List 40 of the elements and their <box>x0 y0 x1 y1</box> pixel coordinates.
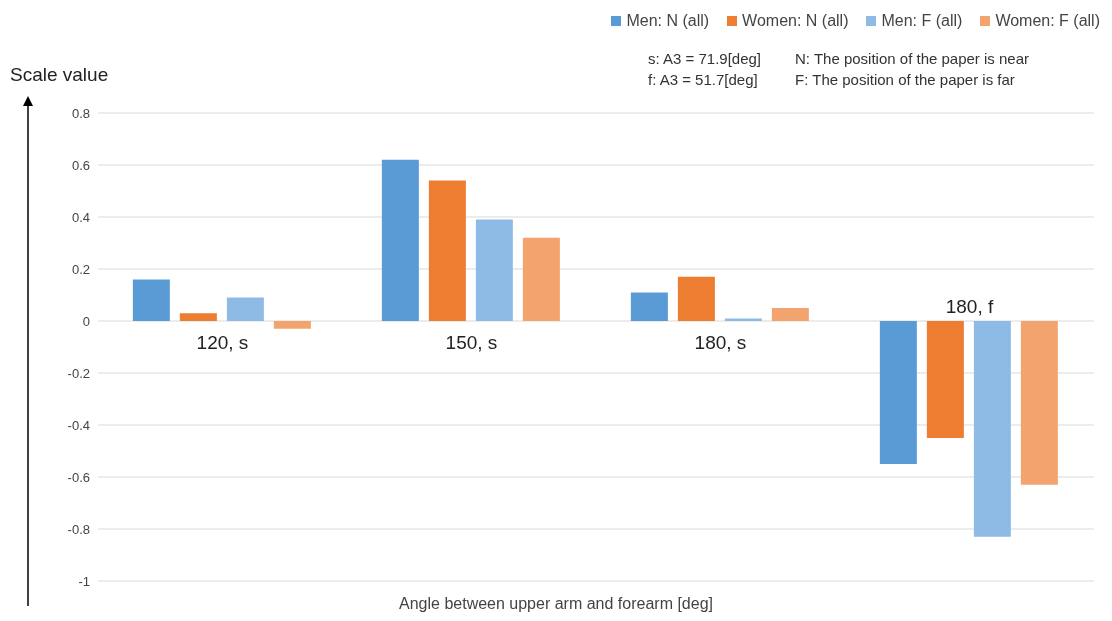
bar <box>724 318 762 321</box>
bar <box>973 321 1011 537</box>
y-tick-label: -0.6 <box>67 469 90 485</box>
bar <box>677 276 715 321</box>
bar <box>771 308 809 321</box>
bar <box>428 180 466 321</box>
legend-label: Men: F (all) <box>881 12 963 30</box>
x-tick-label: 120, s <box>196 332 249 353</box>
y-tick-label: 0.8 <box>71 105 90 121</box>
bar <box>522 237 560 321</box>
bar <box>926 321 964 438</box>
text: F: The position of the paper is far <box>795 71 1016 88</box>
bar <box>879 321 917 464</box>
y-tick-label: 0.2 <box>71 261 90 277</box>
y-axis-title: Scale value <box>10 64 109 86</box>
x-tick-label: 180, s <box>694 332 747 353</box>
y-tick-label: 0.6 <box>71 157 90 173</box>
y-tick-label: -0.4 <box>67 417 90 433</box>
text: N: The position of the paper is near <box>795 50 1030 67</box>
x-tick-label: 150, s <box>445 332 498 353</box>
bar <box>381 159 419 321</box>
y-tick-label: 0 <box>82 313 90 329</box>
x-tick-label: 180, f <box>945 296 994 317</box>
y-tick-label: 0.4 <box>71 209 90 225</box>
x-axis-title: Angle between upper arm and forearm [deg] <box>398 595 714 613</box>
legend-label: Women: F (all) <box>995 12 1100 30</box>
bar <box>132 279 170 321</box>
bar <box>1020 321 1058 485</box>
bar <box>273 321 311 329</box>
text: s: A3 = 71.9[deg] <box>648 50 762 67</box>
legend-label: Men: N (all) <box>626 12 710 30</box>
y-tick-label: -0.8 <box>67 521 90 537</box>
bar <box>179 313 217 321</box>
y-tick-label: -1 <box>78 573 90 589</box>
bar <box>226 297 264 321</box>
y-tick-label: -0.2 <box>67 365 90 381</box>
bar <box>475 219 513 321</box>
bar <box>630 292 668 321</box>
legend-label: Women: N (all) <box>742 12 849 30</box>
text: f: A3 = 51.7[deg] <box>648 71 759 88</box>
